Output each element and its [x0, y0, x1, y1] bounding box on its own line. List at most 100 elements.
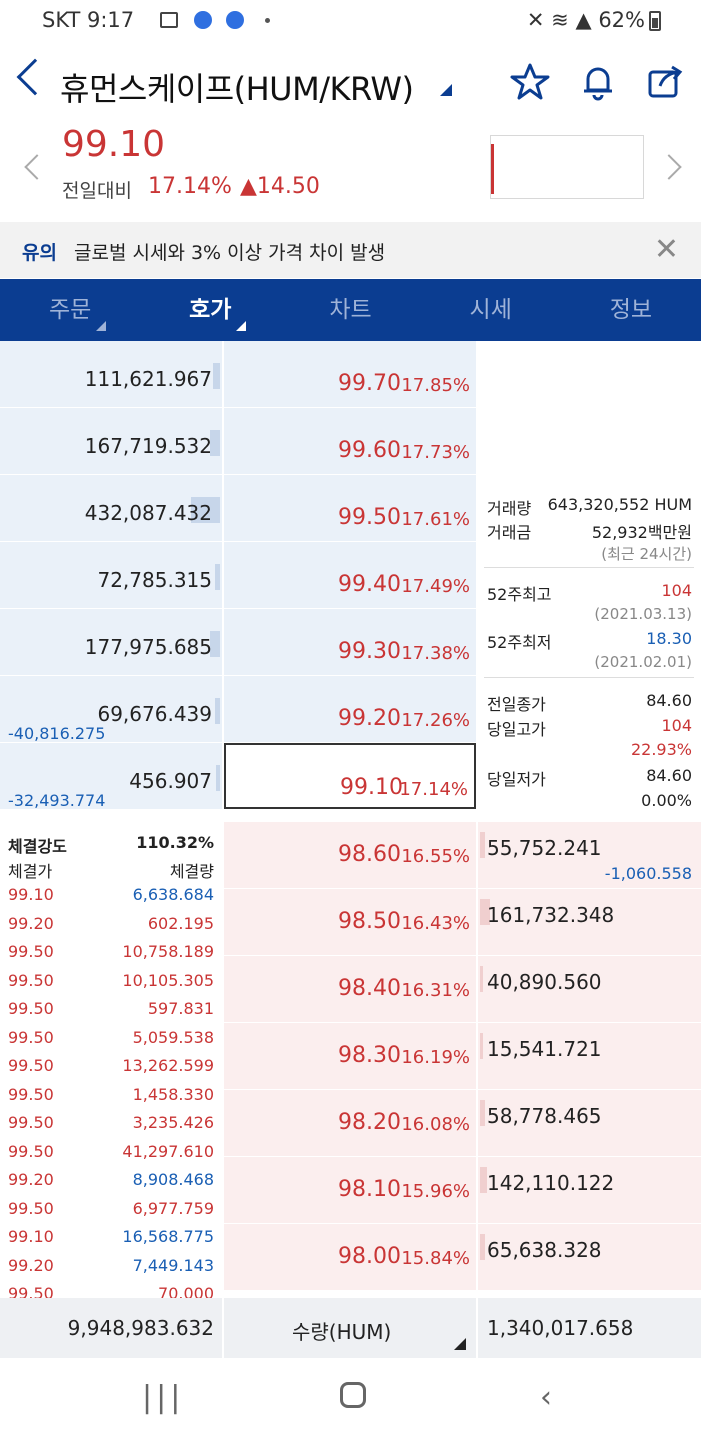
- ask-price: 99.70: [338, 371, 401, 396]
- ask-price-pct: 17.14%: [399, 779, 468, 800]
- ask-price-cell[interactable]: 99.10 17.14%: [224, 743, 476, 809]
- more-notifications-icon: [265, 18, 270, 23]
- ask-qty-cell[interactable]: 69,676.439 -40,816.275: [0, 676, 222, 743]
- ask-depth-bar: [210, 430, 220, 456]
- bid-price-pct: 16.08%: [401, 1114, 470, 1135]
- bid-depth-bar: [480, 899, 490, 925]
- ask-price: 99.50: [338, 505, 401, 530]
- trade-qty-header: 체결량: [169, 862, 214, 881]
- bid-qty-delta: -1,060.558: [604, 864, 692, 883]
- ask-depth-bar: [210, 631, 220, 657]
- trade-price: 99.20: [8, 1170, 54, 1189]
- volume-label: 거래량: [487, 499, 532, 518]
- ask-qty-delta: -32,493.774: [8, 791, 106, 810]
- prev-close-label: 전일종가: [487, 695, 546, 714]
- ask-qty-cell[interactable]: 177,975.685: [0, 609, 222, 675]
- ask-price-pct: 17.61%: [401, 509, 470, 530]
- trade-price: 99.10: [8, 885, 54, 904]
- bid-price: 98.60: [338, 842, 401, 867]
- bid-price-cell[interactable]: 98.00 15.84%: [224, 1224, 476, 1290]
- tab-order[interactable]: 주문: [0, 279, 140, 341]
- bid-qty-cell[interactable]: 142,110.122: [478, 1157, 701, 1223]
- tab-bar: 주문 호가 차트 시세 정보: [0, 279, 701, 341]
- status-right: ✕ ≋ ▲ 62%: [527, 8, 645, 32]
- day-high-value: 104: [661, 716, 692, 735]
- tab-orderbook[interactable]: 호가: [140, 279, 280, 341]
- ask-price-cell[interactable]: 99.50 17.61%: [224, 475, 476, 541]
- ask-price: 99.20: [338, 706, 401, 731]
- volume-value: 643,320,552 HUM: [547, 495, 692, 514]
- title-dropdown-icon[interactable]: [440, 84, 452, 96]
- tab-info[interactable]: 정보: [609, 297, 653, 323]
- bid-qty-cell[interactable]: 15,541.721: [478, 1023, 701, 1089]
- bid-price-cell[interactable]: 98.30 16.19%: [224, 1023, 476, 1089]
- ask-qty-cell[interactable]: 432,087.432: [0, 475, 222, 541]
- ask-price: 99.30: [338, 639, 401, 664]
- bid-depth-bar: [480, 832, 485, 858]
- unit-dropdown-icon[interactable]: [454, 1338, 466, 1350]
- high52-label: 52주최고: [487, 585, 552, 604]
- bid-price-cell[interactable]: 98.40 16.31%: [224, 956, 476, 1022]
- ask-depth-bar: [215, 698, 220, 724]
- ask-qty-cell[interactable]: 456.907 -32,493.774: [0, 743, 222, 810]
- recent-apps-icon[interactable]: |||: [142, 1380, 185, 1415]
- bid-qty-cell[interactable]: 40,890.560: [478, 956, 701, 1022]
- ask-price-cell[interactable]: 99.20 17.26%: [224, 676, 476, 742]
- unit-selector[interactable]: 수량(HUM): [292, 1320, 392, 1344]
- ask-qty-cell[interactable]: 167,719.532: [0, 408, 222, 474]
- battery-level: 62%: [598, 8, 645, 32]
- system-nav-bar: ||| ‹: [0, 1358, 701, 1440]
- gallery-icon: [160, 12, 178, 28]
- page-title[interactable]: 휴먼스케이프(HUM/KRW): [60, 70, 414, 108]
- battery-icon: [649, 11, 661, 31]
- ask-price-cell[interactable]: 99.30 17.38%: [224, 609, 476, 675]
- day-low-pct: 0.00%: [641, 791, 692, 810]
- trade-qty: 6,977.759: [132, 1198, 214, 1218]
- star-icon[interactable]: [510, 62, 550, 102]
- bid-price-cell[interactable]: 98.50 16.43%: [224, 889, 476, 955]
- close-icon[interactable]: ✕: [653, 232, 679, 267]
- status-bar: SKT 9:17 ✕ ≋ ▲ 62%: [0, 0, 701, 44]
- prev-coin-icon[interactable]: [24, 154, 50, 180]
- share-icon[interactable]: [646, 62, 686, 102]
- ask-price-pct: 17.38%: [401, 643, 470, 664]
- divider: [484, 567, 694, 568]
- mini-chart[interactable]: [490, 135, 644, 199]
- trades-panel[interactable]: 체결강도 110.32% 체결가 체결량 99.10 6,638.684 99.20…: [0, 821, 222, 1298]
- recent-note: (최근 24시간): [601, 545, 692, 563]
- next-coin-icon[interactable]: [656, 154, 682, 180]
- bid-qty-cell[interactable]: 55,752.241 -1,060.558: [478, 822, 701, 888]
- back-arrow-icon[interactable]: [16, 58, 54, 96]
- day-high-label: 당일고가: [487, 720, 546, 739]
- home-icon[interactable]: [340, 1382, 366, 1408]
- bid-price-cell[interactable]: 98.20 16.08%: [224, 1090, 476, 1156]
- bid-total: 1,340,017.658: [487, 1316, 634, 1340]
- system-back-icon[interactable]: ‹: [540, 1380, 552, 1415]
- bid-qty-cell[interactable]: 65,638.328: [478, 1224, 701, 1290]
- app-notification-icon: [194, 11, 212, 29]
- bid-price-cell[interactable]: 98.10 15.96%: [224, 1157, 476, 1223]
- notice-tag: 유의: [22, 242, 57, 264]
- tab-chart[interactable]: 차트: [329, 297, 372, 323]
- trade-qty: 5,059.538: [132, 1027, 214, 1047]
- tab-menu-icon: [96, 321, 107, 331]
- ask-price-cell[interactable]: 99.70 17.85%: [224, 341, 476, 407]
- divider: [222, 1298, 224, 1358]
- bid-price-cell[interactable]: 98.60 16.55%: [224, 822, 476, 888]
- tab-market[interactable]: 시세: [469, 297, 512, 323]
- ask-qty-cell[interactable]: 111,621.967: [0, 341, 222, 407]
- trade-qty: 10,105.305: [122, 970, 214, 990]
- ask-price-cell[interactable]: 99.40 17.49%: [224, 542, 476, 608]
- ask-depth-bar: [216, 765, 220, 791]
- trade-qty: 6,638.684: [132, 885, 214, 904]
- bell-icon[interactable]: [578, 62, 618, 102]
- trade-price: 99.10: [8, 1227, 54, 1246]
- bid-qty-cell[interactable]: 161,732.348: [478, 889, 701, 955]
- ask-price-cell[interactable]: 99.60 17.73%: [224, 408, 476, 474]
- trade-price: 99.20: [8, 1255, 54, 1275]
- signal-icon: ▲: [575, 8, 592, 32]
- bid-qty-cell[interactable]: 58,778.465: [478, 1090, 701, 1156]
- bid-depth-bar: [480, 966, 483, 992]
- bid-price: 98.30: [338, 1043, 401, 1068]
- ask-qty-cell[interactable]: 72,785.315: [0, 542, 222, 608]
